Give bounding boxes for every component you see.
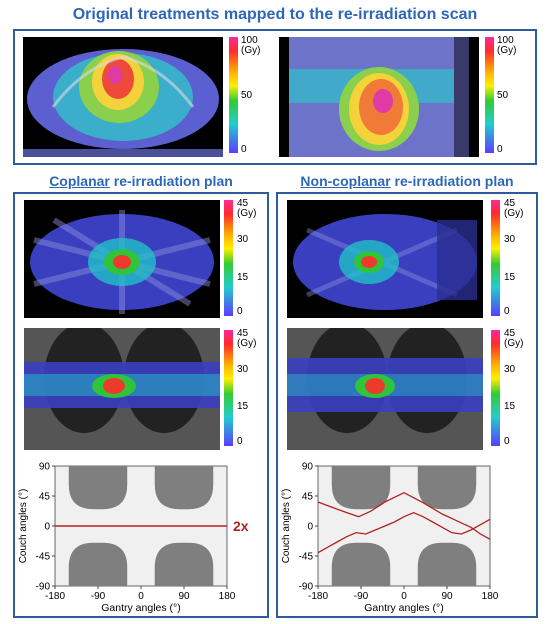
x-tick-label: 180 [219, 591, 236, 602]
coplanar-axial-tick-45: 45 [237, 198, 249, 209]
y-tick-label: 0 [44, 522, 50, 533]
y-tick-label: -90 [299, 582, 314, 593]
x-tick-label: -180 [45, 591, 65, 602]
noncoplanar-heading-emph: Non-coplanar [300, 173, 391, 189]
coplanar-coronal-tick-15: 15 [237, 401, 249, 412]
collision-zone [68, 466, 128, 510]
original-coronal-tick-0: 0 [497, 144, 503, 155]
y-tick-label: -45 [299, 552, 314, 563]
noncoplanar-coronal-unit: (Gy) [504, 338, 524, 349]
trajectory-line-1 [317, 491, 491, 540]
page-title: Original treatments mapped to the re-irr… [72, 6, 478, 23]
x-tick-label: 0 [401, 591, 407, 602]
collision-zone [154, 466, 214, 510]
noncoplanar-heading: Non-coplanar re-irradiation plan [276, 173, 538, 189]
original-coronal-dose-image [279, 37, 479, 157]
original-coronal-tick-50: 50 [497, 90, 509, 101]
noncoplanar-coronal-tick-45: 45 [504, 328, 516, 339]
collision-zone [331, 542, 391, 586]
noncoplanar-coronal-colorbar [491, 330, 500, 446]
coplanar-coronal-dose-image [24, 328, 220, 450]
coplanar-coronal-tick-45: 45 [237, 328, 249, 339]
original-coronal-tick-100: 100 [497, 35, 514, 46]
noncoplanar-axial-tick-45: 45 [504, 198, 516, 209]
y-tick-label: -90 [36, 582, 51, 593]
trajectory-line-2 [317, 511, 491, 554]
x-tick-label: -180 [308, 591, 328, 602]
original-axial-tick-0: 0 [241, 144, 247, 155]
coplanar-axial-dose-image [24, 200, 220, 318]
noncoplanar-axial-tick-15: 15 [504, 272, 516, 283]
noncoplanar-axial-tick-30: 30 [504, 234, 516, 245]
y-tick-label: -45 [36, 552, 51, 563]
original-axial-dose-image [23, 37, 223, 157]
y-tick-label: 0 [307, 522, 313, 533]
noncoplanar-axial-colorbar [491, 200, 500, 316]
coplanar-coronal-tick-0: 0 [237, 436, 243, 447]
coplanar-coronal-tick-30: 30 [237, 364, 249, 375]
coplanar-heading-rest: re-irradiation plan [109, 173, 233, 189]
coplanar-coronal-unit: (Gy) [237, 338, 257, 349]
noncoplanar-coronal-tick-0: 0 [504, 436, 510, 447]
noncoplanar-coronal-tick-30: 30 [504, 364, 516, 375]
y-tick-label: 90 [302, 462, 314, 473]
chart-annotation: 2x [233, 518, 249, 534]
coplanar-axial-tick-30: 30 [237, 234, 249, 245]
y-tick-label: 45 [302, 492, 314, 503]
collision-zone [417, 466, 477, 510]
noncoplanar-axial-dose-image [287, 200, 483, 318]
x-tick-label: 180 [482, 591, 499, 602]
collision-zone [417, 542, 477, 586]
x-axis-label: Gantry angles (°) [364, 602, 443, 614]
x-tick-label: 90 [178, 591, 190, 602]
noncoplanar-heading-rest: re-irradiation plan [390, 173, 514, 189]
original-treatments-panel: 100 (Gy) 50 0 100 (Gy) 50 0 [13, 29, 537, 165]
x-tick-label: 90 [441, 591, 453, 602]
noncoplanar-coronal-dose-image [287, 328, 483, 450]
coplanar-axial-tick-0: 0 [237, 306, 243, 317]
original-axial-tick-100: 100 [241, 35, 258, 46]
coplanar-axial-tick-15: 15 [237, 272, 249, 283]
original-axial-unit: (Gy) [241, 45, 261, 56]
x-axis-label: Gantry angles (°) [101, 602, 180, 614]
coplanar-heading: Coplanar re-irradiation plan [13, 173, 269, 189]
x-tick-label: -90 [354, 591, 369, 602]
coplanar-axial-unit: (Gy) [237, 208, 257, 219]
x-tick-label: 0 [138, 591, 144, 602]
y-tick-label: 45 [39, 492, 51, 503]
noncoplanar-coronal-tick-15: 15 [504, 401, 516, 412]
collision-zone [331, 466, 391, 510]
coplanar-axial-colorbar [224, 200, 233, 316]
coplanar-panel: 45 (Gy) 30 15 0 45 (Gy) 30 15 0 2x -180 -9… [13, 192, 269, 618]
y-axis-label: Couch angles (°) [18, 489, 29, 564]
x-tick-label: -90 [91, 591, 106, 602]
original-coronal-unit: (Gy) [497, 45, 517, 56]
original-axial-colorbar [229, 37, 238, 153]
noncoplanar-axial-tick-0: 0 [504, 306, 510, 317]
coplanar-heading-emph: Coplanar [49, 173, 110, 189]
noncoplanar-panel: 45 (Gy) 30 15 0 45 (Gy) 30 15 0 -180 -90 0… [276, 192, 538, 618]
original-axial-tick-50: 50 [241, 90, 253, 101]
coplanar-coronal-colorbar [224, 330, 233, 446]
y-axis-label: Couch angles (°) [281, 489, 292, 564]
noncoplanar-axial-unit: (Gy) [504, 208, 524, 219]
collision-zone [154, 542, 214, 586]
collision-zone [68, 542, 128, 586]
original-coronal-colorbar [485, 37, 494, 153]
y-tick-label: 90 [39, 462, 51, 473]
